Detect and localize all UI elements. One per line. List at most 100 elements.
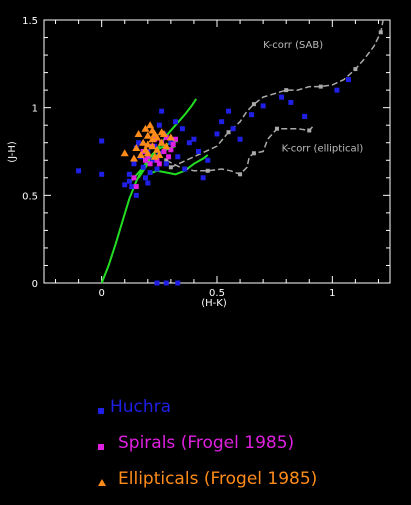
huchra-point [175, 154, 181, 160]
spirals-point [161, 149, 167, 154]
huchra-point [249, 112, 255, 118]
spirals-point [172, 136, 178, 142]
ellipticals-point [157, 128, 166, 136]
k-corr-elliptical-track-marker [274, 126, 279, 131]
x-tick-label: 1 [329, 288, 335, 299]
y-tick-label: 0.5 [22, 191, 38, 202]
k-corr-elliptical-track-marker [251, 151, 256, 156]
huchra-point [230, 126, 236, 132]
ellipticals-point [166, 133, 175, 141]
ellipticals-point [162, 142, 171, 150]
huchra-point [334, 87, 340, 93]
huchra-point [149, 157, 155, 163]
legend-marker-ellipticals [98, 479, 106, 486]
ellipticals-point [136, 151, 145, 159]
k-corr-elliptical-track-marker [307, 128, 312, 133]
huchra-point [126, 171, 132, 177]
k-corr-sab-track-marker [318, 84, 323, 89]
huchra-point [302, 113, 308, 119]
huchra-point [126, 178, 132, 184]
k-corr-sab-track [170, 19, 384, 168]
huchra-point [159, 108, 165, 114]
k-correction-tracks [164, 19, 384, 177]
model-curves [100, 98, 209, 284]
k-corr-elliptical-track-marker [238, 172, 243, 177]
huchra-point [131, 161, 137, 167]
huchra-point [99, 138, 105, 144]
k-corr-elliptical-track [165, 124, 315, 176]
y-tick-label: 1.5 [22, 16, 38, 27]
huchra-point [205, 157, 211, 163]
ellipticals-point [129, 154, 138, 162]
legend-label-ellipticals: Ellipticals (Frogel 1985) [118, 469, 318, 489]
ellipticals-point [157, 138, 166, 146]
k-corr-sab-track-marker [226, 130, 231, 135]
ellipticals-point [120, 149, 129, 157]
spirals-point [145, 154, 151, 160]
x-axis-label: (H-K) [201, 298, 227, 309]
huchra-point [182, 166, 188, 172]
x-tick-label: 0.5 [209, 288, 225, 299]
huchra-point [76, 168, 82, 174]
huchra-point [136, 140, 142, 146]
huchra-point [154, 166, 160, 172]
legend-marker-huchra [98, 408, 104, 414]
tick-labels: 0 0.5 1 0 0.5 1 1.5 [22, 16, 335, 299]
huchra-point [154, 280, 160, 286]
ellipticals-point [132, 143, 141, 151]
huchra-point [156, 122, 162, 128]
k-corr-sab-track-marker [284, 88, 289, 93]
huchra-point [133, 192, 139, 198]
legend-label-huchra: Huchra [110, 397, 172, 417]
huchra-point [214, 131, 220, 137]
spirals-point [131, 175, 137, 181]
huchra-point [172, 119, 178, 125]
ellipticals-point [153, 133, 162, 141]
huchra-point [219, 119, 225, 125]
k-corr-sab-track-marker [378, 30, 383, 35]
huchra-point [200, 175, 206, 181]
x-tick-label: 0 [98, 288, 104, 299]
spirals-point [147, 161, 153, 167]
ellipticals-point [134, 129, 143, 137]
huchra-point [163, 161, 169, 167]
ellipticals-point [148, 142, 157, 150]
spirals-point [133, 184, 139, 190]
ellipticals-point [141, 124, 150, 132]
spirals-point [166, 154, 172, 160]
huchra-point [147, 170, 153, 176]
annotation-k-corr-elliptical: K-corr (elliptical) [282, 144, 364, 155]
huchra-point [179, 126, 185, 132]
k-corr-sab-track-marker [251, 102, 256, 107]
huchra-point [122, 182, 128, 188]
huchra-point [163, 280, 169, 286]
huchra-point [279, 94, 285, 100]
data-points [76, 77, 351, 286]
ellipticals-point [143, 149, 152, 157]
ellipticals-point [143, 131, 152, 139]
spirals-point [156, 161, 162, 167]
y-tick-label: 0 [32, 279, 38, 290]
ellipticals-point [150, 152, 159, 160]
k-corr-elliptical-track-marker [164, 158, 169, 163]
spirals-point [163, 134, 169, 140]
huchra-point [288, 99, 294, 105]
y-axis-label: (J-H) [7, 141, 18, 163]
huchra-point [345, 77, 351, 83]
spirals-point [142, 157, 148, 163]
ellipticals-point [155, 151, 164, 159]
huchra-point [140, 164, 146, 170]
huchra-point [142, 175, 148, 181]
ellipticals-point [146, 121, 155, 129]
axis-ticks [44, 19, 390, 284]
ellipticals-point [143, 140, 152, 148]
k-corr-sab-track-marker [168, 165, 173, 170]
spirals-point [168, 147, 174, 153]
huchra-point [145, 180, 151, 186]
ellipticals-point [139, 138, 148, 146]
legend-marker-spirals [98, 444, 104, 450]
ellipticals-point [153, 145, 162, 153]
k-corr-sab-track-marker [353, 67, 358, 72]
legend-label-spirals: Spirals (Frogel 1985) [118, 433, 295, 453]
